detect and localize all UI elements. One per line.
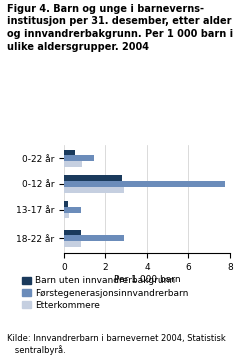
Bar xyxy=(64,212,69,218)
Bar xyxy=(64,230,81,235)
Legend: Barn uten innvandrerbakgrunn, Førstegenerasjonsinnvandrerbarn, Etterkommere: Barn uten innvandrerbakgrunn, Førstegene… xyxy=(22,276,188,310)
Bar xyxy=(64,241,81,247)
Bar xyxy=(64,235,124,241)
Bar xyxy=(64,181,225,187)
Text: Kilde: Innvandrerbarn i barnevernet 2004, Statistisk
   sentralbyrå.: Kilde: Innvandrerbarn i barnevernet 2004… xyxy=(7,333,226,355)
Bar xyxy=(64,161,82,167)
Text: Figur 4. Barn og unge i barneverns-
institusjon per 31. desember, etter alder
og: Figur 4. Barn og unge i barneverns- inst… xyxy=(7,4,233,52)
Bar xyxy=(64,187,124,193)
X-axis label: Per 1 000 barn: Per 1 000 barn xyxy=(114,275,180,284)
Bar xyxy=(64,175,122,181)
Bar xyxy=(64,150,75,155)
Bar xyxy=(64,207,81,212)
Bar xyxy=(64,155,94,161)
Bar xyxy=(64,201,68,207)
